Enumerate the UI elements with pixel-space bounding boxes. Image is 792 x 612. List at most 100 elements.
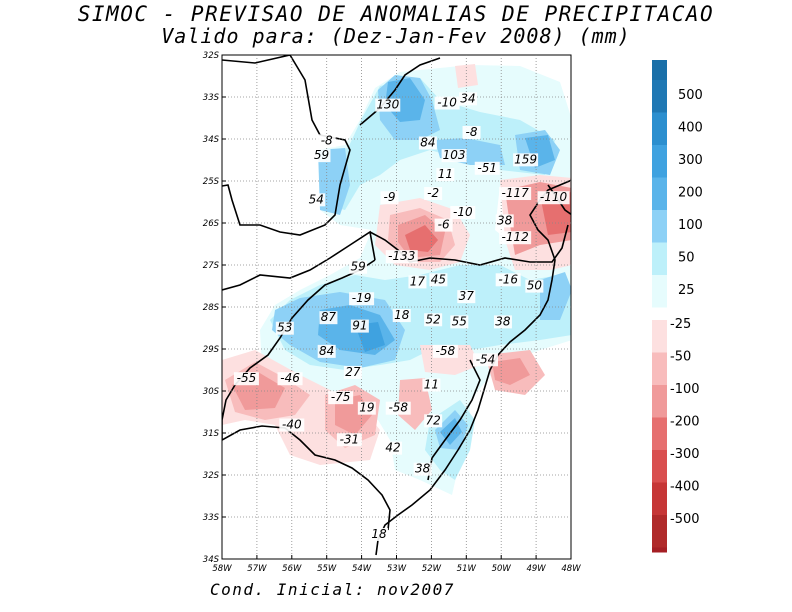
- lon-tick-label: 56W: [282, 564, 302, 574]
- contour-label: -117: [502, 186, 530, 200]
- contour-label-bg: [328, 391, 354, 405]
- colorbar-swatch: [652, 210, 667, 243]
- contour-label-bg: [384, 441, 403, 455]
- border-line-paraguay: [222, 230, 376, 291]
- contour-label-bg: [432, 344, 458, 358]
- contour-label-bg: [319, 311, 338, 325]
- contour-label: 130: [376, 98, 399, 112]
- contour-label-bg: [312, 149, 331, 163]
- contour-label-bg: [357, 401, 376, 415]
- lon-tick-label: 57W: [247, 564, 267, 574]
- contour-label-bg: [275, 321, 294, 335]
- contour-label-bg: [418, 136, 437, 150]
- contour-label: 38: [415, 462, 431, 476]
- colorbar-swatch: [652, 275, 667, 308]
- lat-tick-label: 33S: [203, 513, 220, 523]
- contour-label-bg: [495, 273, 521, 287]
- colorbar-label: -200: [670, 415, 700, 430]
- contour-label-bg: [233, 372, 259, 386]
- lat-tick-label: 31S: [203, 429, 220, 439]
- contour-label: 50: [527, 279, 543, 293]
- contour-label: 18: [371, 527, 387, 541]
- contour-label: 18: [394, 308, 410, 322]
- contour-label: 11: [438, 167, 453, 181]
- contour-label: 91: [352, 319, 367, 333]
- colorbar-swatch: [652, 385, 667, 418]
- contour-label: 45: [431, 272, 446, 286]
- contour-label: 27: [345, 365, 361, 379]
- colorbar-label: -25: [670, 317, 691, 332]
- contour-label: 103: [443, 148, 466, 162]
- contour-label: -54: [476, 352, 496, 366]
- colorbar-label: 300: [678, 153, 703, 168]
- colorbar-swatch: [652, 242, 667, 275]
- contour-label: -31: [340, 432, 360, 446]
- contour-label-bg: [375, 98, 401, 112]
- contour-label: -112: [502, 230, 529, 244]
- lat-tick-label: 26S: [203, 219, 220, 229]
- contour-label-bg: [434, 96, 460, 110]
- colorbar-swatch: [652, 515, 667, 548]
- lat-tick-label: 32S: [203, 51, 220, 61]
- lat-tick-label: 32S: [203, 471, 220, 481]
- colorbar-top-swatch: [652, 60, 667, 80]
- contour-label: 38: [495, 314, 511, 328]
- colorbar: 500 400 300 200 100 50 25 -25 -50 -100 -200 -300 -40…: [652, 60, 703, 553]
- colorbar-swatch: [652, 80, 667, 113]
- lat-tick-label: 30S: [203, 387, 220, 397]
- colorbar-label: 500: [678, 88, 703, 103]
- axis-ticks: 32S33S34S25S26S27S28S29S30S31S32S33S34S5…: [203, 51, 581, 574]
- colorbar-swatch: [652, 177, 667, 210]
- colorbar-label: 200: [678, 186, 703, 201]
- contour-label: -16: [498, 272, 518, 286]
- contour-label: -19: [352, 291, 372, 305]
- contour-label-bg: [350, 319, 369, 333]
- contour-label: -55: [237, 371, 257, 385]
- contour-label-bg: [385, 401, 411, 415]
- border-line-uruguay: [222, 425, 391, 531]
- lon-tick-label: 50W: [492, 564, 512, 574]
- contour-label-bg: [343, 365, 362, 379]
- border-line-north: [222, 55, 351, 236]
- contour-label-bg: [429, 273, 448, 287]
- contour-label-bg: [441, 149, 467, 163]
- lat-tick-label: 28S: [203, 303, 220, 313]
- contour-label: -46: [280, 371, 300, 385]
- lat-tick-label: 34S: [203, 135, 220, 145]
- contour-label: 55: [452, 314, 467, 328]
- contour-label: -133: [388, 249, 415, 263]
- colorbar-label: 50: [678, 251, 695, 266]
- contour-label: -9: [384, 190, 396, 204]
- lat-tick-label: 25S: [203, 177, 220, 187]
- contour-label-bg: [413, 462, 432, 476]
- colorbar-swatch: [652, 417, 667, 450]
- contour-label-bg: [422, 378, 441, 392]
- lon-tick-label: 51W: [457, 564, 477, 574]
- contour-label-bg: [392, 309, 411, 323]
- contour-label-bg: [317, 134, 336, 148]
- contour-label: 72: [426, 413, 441, 427]
- contour-label: 159: [514, 152, 537, 166]
- contour-label: -10: [437, 96, 457, 110]
- contour-label: 34: [460, 91, 475, 105]
- contour-label-bg: [424, 313, 443, 327]
- contour-label-bg: [349, 260, 368, 274]
- lat-tick-label: 33S: [203, 93, 220, 103]
- contour-label-bg: [277, 372, 303, 386]
- contour-label-bg: [472, 353, 498, 367]
- contour-label-bg: [408, 275, 427, 289]
- contour-label: -58: [388, 401, 408, 415]
- contour-label-bg: [462, 125, 481, 139]
- lon-tick-label: 53W: [387, 564, 407, 574]
- contour-label-bg: [434, 218, 453, 232]
- lon-tick-label: 54W: [352, 564, 372, 574]
- contour-label-bg: [450, 315, 469, 329]
- contour-label-bg: [424, 187, 443, 201]
- contour-label-bg: [525, 279, 544, 293]
- contour-label: -8: [466, 125, 478, 139]
- lon-tick-label: 48W: [561, 564, 581, 574]
- positive-core-east: [540, 272, 571, 320]
- lon-tick-label: 55W: [317, 564, 337, 574]
